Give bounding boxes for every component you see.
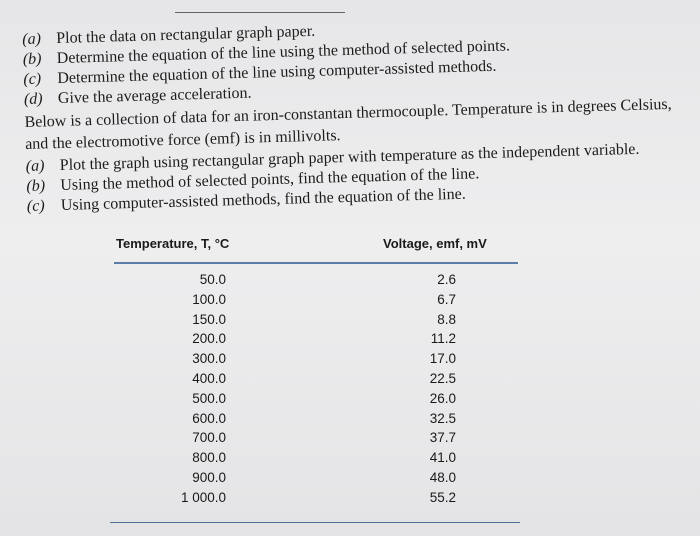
- temperature-cell: 100.0: [192, 291, 226, 307]
- temperature-cell: 700.0: [192, 430, 226, 446]
- voltage-cell: 26.0: [429, 390, 456, 406]
- item-text: Give the average acceleration.: [57, 84, 252, 108]
- header-rule: [114, 262, 518, 264]
- voltage-cell: 48.0: [429, 470, 456, 485]
- temperature-cell: 200.0: [192, 331, 226, 347]
- item-label: (c): [26, 197, 45, 215]
- temperature-cell: 500.0: [192, 390, 226, 406]
- voltage-cell: 55.2: [429, 489, 456, 505]
- temperature-cell: 50.0: [199, 272, 226, 287]
- bottom-rule: [110, 522, 520, 523]
- voltage-cell: 11.2: [430, 331, 456, 347]
- item-label: (b): [22, 50, 42, 68]
- rule: [175, 12, 345, 13]
- column-header: Temperature, T, °C: [116, 236, 230, 251]
- temperature-cell: 800.0: [192, 450, 226, 466]
- voltage-cell: 41.0: [429, 450, 456, 466]
- item-label: (b): [26, 177, 46, 195]
- voltage-cell: 2.6: [437, 272, 456, 287]
- item-label: (a): [22, 30, 42, 48]
- voltage-cell: 22.5: [429, 371, 456, 386]
- temperature-cell: 300.0: [192, 351, 226, 367]
- voltage-cell: 32.5: [429, 410, 456, 426]
- voltage-cell: 37.7: [429, 430, 456, 446]
- temperature-cell: 900.0: [192, 470, 226, 485]
- temperature-cell: 400.0: [192, 371, 226, 386]
- temperature-cell: 150.0: [192, 311, 226, 327]
- column-header: Voltage, emf, mV: [383, 236, 487, 251]
- item-label: (c): [23, 70, 42, 88]
- voltage-cell: 17.0: [429, 351, 456, 367]
- voltage-cell: 6.7: [437, 291, 456, 307]
- item-label: (d): [23, 90, 43, 108]
- voltage-cell: 8.8: [437, 311, 456, 327]
- problem-text: (a) Plot the data on rectangular graph pa…: [22, 11, 697, 217]
- temperature-cell: 600.0: [192, 410, 226, 426]
- temperature-cell: 1 000.0: [180, 489, 226, 505]
- item-label: (a): [25, 157, 45, 175]
